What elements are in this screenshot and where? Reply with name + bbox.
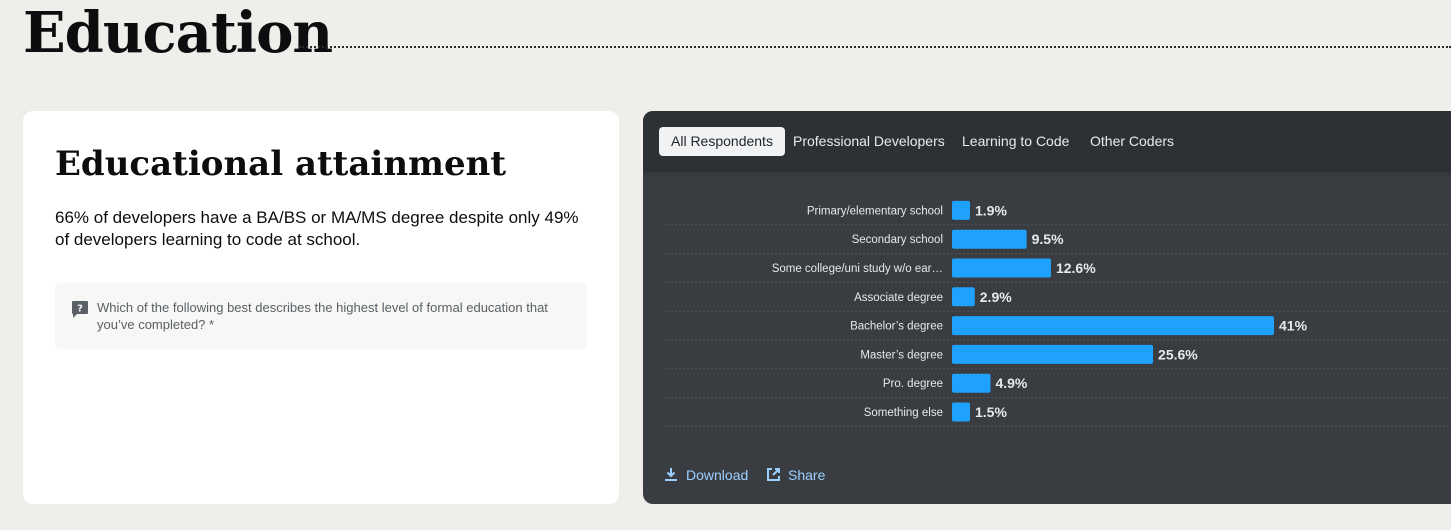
bar[interactable] [952,258,1051,278]
tab-learning-to-code[interactable]: Learning to Code [962,133,1070,149]
chart-panel: All Respondents Professional Developers … [643,111,1451,504]
category-label: Secondary school [852,234,943,246]
dotted-divider [299,46,1451,48]
value-label: 41% [1279,318,1308,334]
bar[interactable] [952,200,970,220]
card-description: 66% of developers have a BA/BS or MA/MS … [55,208,579,249]
education-bar-chart: Primary/elementary school 1.9% Secondary s… [667,191,1451,431]
category-label: Primary/elementary school [807,205,943,217]
tab-professional-developers[interactable]: Professional Developers [793,133,945,149]
category-label: Pro. degree [883,378,943,390]
bar[interactable] [952,344,1154,364]
bar[interactable] [952,316,1274,336]
value-label: 12.6% [1056,260,1096,276]
tab-all-respondents[interactable]: All Respondents [659,127,785,156]
tab-bar-shadow [643,172,1451,178]
bar[interactable] [952,287,975,307]
category-label: Associate degree [854,292,943,304]
svg-text:?: ? [77,304,83,315]
card-title: Educational attainment [55,144,507,184]
category-label: Something else [864,407,943,419]
info-card: Educational attainment 66% of developers… [23,111,619,504]
share-label: Share [788,467,826,483]
value-label: 2.9% [980,289,1012,305]
respondent-tab-bar: All Respondents Professional Developers … [643,111,1451,172]
value-label: 4.9% [995,375,1027,391]
value-label: 25.6% [1158,346,1198,362]
tab-other-coders[interactable]: Other Coders [1090,133,1175,149]
bar[interactable] [952,373,991,393]
value-label: 1.5% [975,404,1007,420]
category-label: Bachelor’s degree [850,321,943,333]
survey-question-text: Which of the following best describes th… [97,300,548,332]
section-header: Education [23,0,1451,70]
value-label: 1.9% [975,202,1007,218]
download-label: Download [686,467,749,483]
section-title: Education [23,0,333,66]
bar[interactable] [952,402,970,422]
category-label: Some college/uni study w/o ear… [772,263,943,275]
chart-svg: Primary/elementary school 1.9% Secondary s… [667,200,1451,427]
survey-question-box: ? Which of the following best describes … [55,283,587,349]
question-bubble-icon: ? [72,301,88,318]
value-label: 9.5% [1032,231,1064,247]
share-external-icon [767,468,780,481]
category-label: Master’s degree [860,349,943,361]
bar[interactable] [952,229,1027,249]
download-icon [665,468,677,481]
